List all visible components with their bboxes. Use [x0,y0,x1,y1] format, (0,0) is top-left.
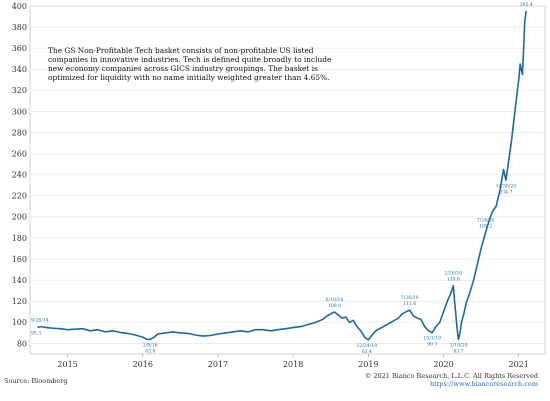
x-tick-label: 2016 [133,360,153,369]
x-tick-label: 2021 [509,360,529,369]
y-tick-label: 380 [12,23,27,32]
y-tick-label: 360 [12,44,27,53]
y-tick-label: 240 [12,171,27,180]
x-tick-label: 2018 [283,360,303,369]
copyright-block: © 2021 Bianco Research, L.L.C. All Right… [365,372,538,388]
y-axis: 80 100 120 140 160 180 200 220 240 260 280 300 320 34… [12,2,27,348]
annotation-value: 395.4 [520,2,533,8]
annotation-value: 90.3 [427,342,437,348]
x-tick-label: 2020 [433,360,453,369]
y-tick-label: 280 [12,128,27,137]
y-tick-label: 120 [12,297,27,306]
annotation-date: 3/18/20 [450,343,468,349]
y-tick-label: 180 [12,234,27,243]
annotation-date: 7/26/19 [401,295,419,301]
x-tick-label: 2015 [57,360,77,369]
annotation-date: 9/26/14 [31,317,49,323]
y-tick-label: 160 [12,255,27,264]
y-tick-label: 260 [12,149,27,158]
annotation-value: 83.4 [362,349,372,355]
annotation-value: 83.8 [145,348,155,354]
y-tick-label: 320 [12,86,27,95]
annotation-date: 12/24/18 [356,343,377,349]
annotation-value: 83.7 [453,349,463,355]
annotation-date: 10/1/19 [423,336,441,342]
copyright-line: © 2021 Bianco Research, L.L.C. All Right… [364,372,538,380]
annotation-value: 134.8 [447,277,460,283]
y-tick-label: 340 [12,65,27,74]
annotation-value: 111.6 [403,301,416,307]
y-tick-label: 300 [12,107,27,116]
x-tick-label: 2017 [208,360,228,369]
copyright-url[interactable]: https://www.biancoresearch.com [429,380,538,388]
x-axis: 2015 2016 2017 2018 2019 2020 2021 [57,354,529,369]
series-path [37,10,527,341]
annotation-value: 185.2 [479,224,492,230]
y-tick-label: 100 [12,318,27,327]
annotation-date: 10/30/20 [496,183,517,189]
x-tick-label: 2019 [358,360,378,369]
y-tick-label: 140 [12,276,27,285]
y-tick-label: 200 [12,213,27,222]
y-tick-label: 400 [12,2,27,11]
annotation-date: 2/16/21 [517,0,535,2]
source-label: Source: Bloomberg [4,377,68,385]
grid-lines [29,5,546,355]
annotation-date: 7/24/20 [477,218,495,224]
basket-description: The GS Non-Profitable Tech basket consis… [48,46,332,82]
y-tick-label: 220 [12,192,27,201]
annotation-value: 234.7 [499,189,512,195]
annotation-value: 95.3 [31,330,41,336]
annotation-value: 109.8 [328,303,341,309]
annotation-date: 6/18/18 [326,297,344,303]
y-tick-label: 80 [17,339,27,348]
annotation-date: 2/9/16 [143,342,158,348]
series-line [37,10,527,341]
annotation-date: 2/20/20 [444,271,462,277]
